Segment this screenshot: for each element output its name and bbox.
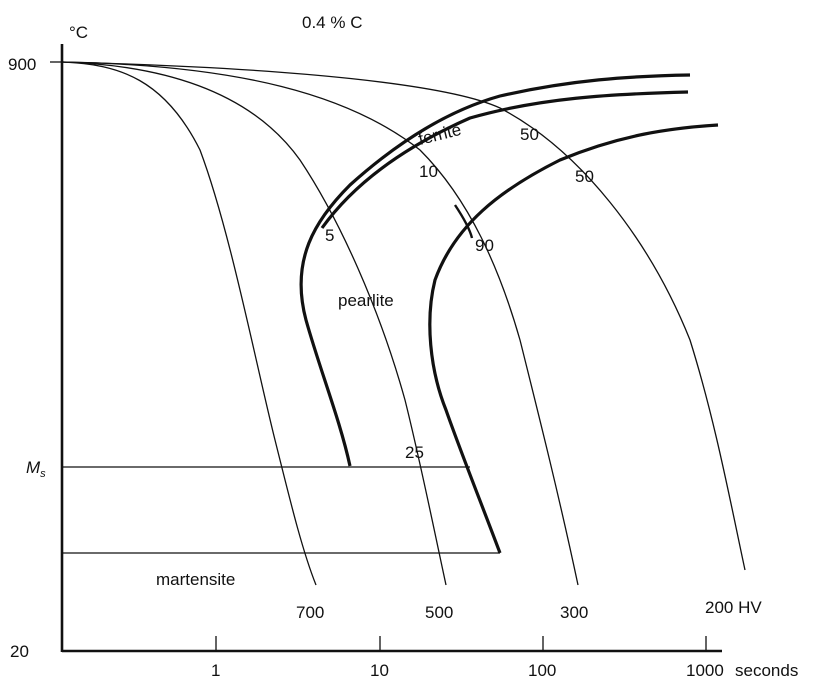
pearlite-finish-curve (428, 123, 719, 554)
x-tick-10: 10 (370, 661, 389, 680)
cooling-curve-500 (61, 61, 447, 586)
y-tick-20: 20 (10, 642, 29, 661)
percent-label-25: 25 (405, 443, 424, 462)
pearlite-label: pearlite (338, 291, 394, 310)
percent-label-10: 10 (419, 162, 438, 181)
x-unit-label: seconds (735, 661, 798, 680)
cooling-curve-700 (61, 61, 317, 586)
hardness-label-500: 500 (425, 603, 453, 622)
y-tick-900: 900 (8, 55, 36, 74)
percent-label-50-lower: 50 (575, 167, 594, 186)
x-tick-100: 100 (528, 661, 556, 680)
cooling-curve-300-segment (454, 204, 474, 239)
ferrite-start-curve (299, 73, 691, 467)
ms-label: Ms (26, 458, 46, 480)
hardness-label-200hv: 200 HV (705, 598, 762, 617)
y-unit-label: °C (69, 23, 88, 42)
percent-label-50-upper: 50 (520, 125, 539, 144)
martensite-label: martensite (156, 570, 235, 589)
pearlite-start-curve (320, 90, 689, 229)
percent-label-5: 5 (325, 226, 334, 245)
chart-title: 0.4 % C (302, 13, 362, 32)
cooling-curve-300 (61, 61, 579, 586)
hardness-label-700: 700 (296, 603, 324, 622)
ferrite-label: ferrite (416, 120, 463, 149)
ms-letter: M (26, 458, 41, 477)
ms-subscript: s (40, 468, 46, 480)
x-tick-1000: 1000 (686, 661, 724, 680)
hardness-label-300: 300 (560, 603, 588, 622)
cooling-curve-200 (61, 61, 746, 571)
percent-label-90: 90 (475, 236, 494, 255)
x-tick-1: 1 (211, 661, 220, 680)
